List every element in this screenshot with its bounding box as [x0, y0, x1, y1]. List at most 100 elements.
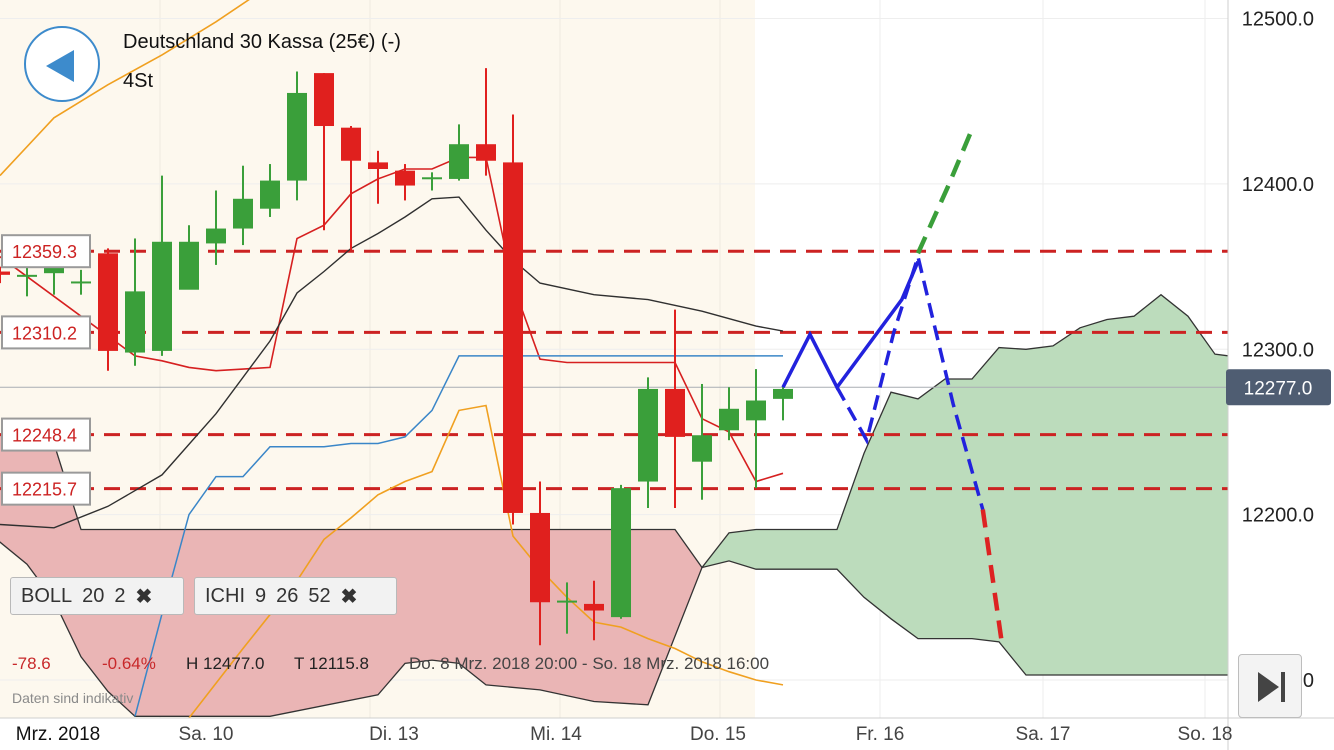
x-tick-label: Sa. 17 — [1016, 724, 1071, 745]
indicator-chip-ichi[interactable]: ICHI 9 26 52 ✖ — [194, 577, 397, 615]
y-tick-label: 12500.0 — [1242, 9, 1314, 31]
series-kijun — [0, 196, 784, 529]
x-tick-label: Sa. 10 — [179, 724, 234, 745]
candle — [746, 369, 766, 489]
indicator-name: BOLL — [21, 584, 73, 607]
level-label-box — [1, 417, 91, 452]
date-range: Do. 8 Mrz. 2018 20:00 - So. 18 Mrz. 2018… — [409, 654, 770, 673]
candle-body — [98, 253, 118, 351]
close-icon[interactable]: ✖ — [340, 585, 358, 608]
candle — [773, 385, 793, 421]
change-percent: -0.64% — [102, 654, 156, 673]
candle-body — [719, 408, 739, 431]
level-label-box — [1, 234, 91, 269]
level-label-box — [1, 315, 91, 350]
x-tick-label: Fr. 16 — [856, 724, 905, 745]
forecast-blue-dashed — [835, 250, 985, 511]
candle-body — [314, 73, 334, 127]
candle-body — [746, 400, 766, 421]
candle-body — [44, 266, 64, 274]
candle — [476, 68, 496, 176]
candle-body — [287, 92, 307, 181]
candle — [341, 126, 361, 251]
candle-body — [476, 144, 496, 161]
kumo-bearish — [0, 433, 702, 717]
level-label: 12310.2 — [12, 323, 77, 343]
x-axis-first-label-bg — [0, 719, 112, 750]
forecast-green-dashed — [915, 128, 975, 255]
candle-body — [341, 127, 361, 161]
indicator-param: 2 — [114, 584, 126, 607]
change-value: -78.6 — [12, 654, 51, 673]
candle-body — [368, 162, 388, 170]
candle — [692, 383, 712, 500]
candle-body — [206, 228, 226, 244]
y-tick-label: 12400.0 — [1242, 174, 1314, 196]
candle — [584, 580, 604, 641]
candle — [557, 582, 577, 634]
candle-body — [71, 281, 91, 284]
candle-body — [422, 177, 442, 180]
current-price-label: 12277.0 — [1244, 378, 1313, 399]
senkou-span-a — [0, 293, 1228, 569]
skip-to-end-icon — [1258, 672, 1285, 702]
level-label: 12359.3 — [12, 242, 77, 262]
candle — [125, 238, 145, 366]
low-value: T 12115.8 — [294, 654, 369, 673]
candle-body — [773, 388, 793, 399]
close-icon[interactable]: ✖ — [135, 585, 153, 608]
candle — [422, 172, 442, 191]
candle-body — [125, 291, 145, 353]
candle-body — [17, 274, 37, 277]
candle — [368, 150, 388, 204]
candle-body — [503, 162, 523, 513]
indicator-param: 20 — [82, 584, 105, 607]
candle-body — [395, 170, 415, 186]
level-label-box — [1, 471, 91, 506]
candle — [0, 266, 10, 284]
skip-to-end-button[interactable] — [1238, 654, 1302, 718]
candle-body — [449, 144, 469, 179]
x-tick-label: Mi. 14 — [530, 724, 582, 745]
x-tick-label: Do. 15 — [690, 724, 746, 745]
candle-body — [584, 603, 604, 611]
candle — [395, 164, 415, 201]
candle — [638, 377, 658, 508]
candle-body — [611, 488, 631, 618]
high-value: H 12477.0 — [186, 654, 265, 673]
candle — [179, 225, 199, 290]
x-tick-label: Di. 13 — [369, 724, 419, 745]
indicator-chip-boll[interactable]: BOLL 20 2 ✖ — [10, 577, 184, 615]
candle-body — [233, 198, 253, 229]
back-arrow-icon — [46, 50, 74, 82]
candle — [503, 114, 523, 525]
candle-body — [665, 388, 685, 437]
candle-body — [260, 180, 280, 209]
candle — [71, 269, 91, 295]
candle — [98, 248, 118, 371]
forecast-red-dashed — [980, 509, 1004, 643]
indicator-param: 9 — [255, 584, 267, 607]
series-bb-lower — [188, 404, 784, 718]
timeframe-label[interactable]: 4St — [123, 70, 154, 92]
candle-body — [152, 241, 172, 351]
candle-body — [557, 600, 577, 603]
instrument-title: Deutschland 30 Kassa (25€) (-) — [123, 31, 401, 53]
candle-body — [638, 388, 658, 482]
level-label: 12248.4 — [12, 426, 77, 446]
candle-body — [179, 241, 199, 290]
indicator-param: 26 — [276, 584, 299, 607]
series-chikou — [134, 355, 783, 717]
candle — [287, 71, 307, 201]
indicator-name: ICHI — [205, 584, 245, 607]
price-stats: -78.6 -0.64% H 12477.0 T 12115.8 Do. 8 M… — [12, 654, 769, 674]
x-axis-month-label: Mrz. 2018 — [16, 724, 100, 745]
series-tenkan — [0, 156, 784, 483]
level-label: 12215.7 — [12, 480, 77, 500]
back-button[interactable] — [24, 26, 100, 102]
candle — [260, 164, 280, 217]
candle — [530, 481, 550, 646]
y-tick-label: 12200.0 — [1242, 505, 1314, 527]
